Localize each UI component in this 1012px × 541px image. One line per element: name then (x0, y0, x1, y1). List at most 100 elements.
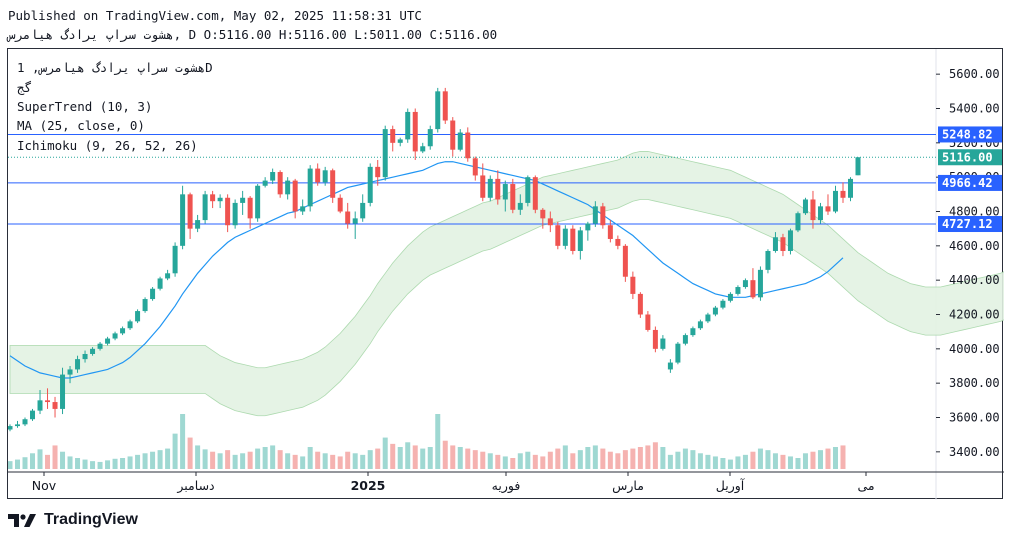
candle[interactable] (367, 166, 373, 203)
candle[interactable] (480, 175, 486, 198)
candle[interactable] (60, 374, 66, 409)
candle[interactable] (15, 424, 21, 427)
candle[interactable] (502, 184, 508, 200)
candle[interactable] (375, 166, 381, 178)
candle[interactable] (150, 288, 156, 300)
candle[interactable] (45, 400, 51, 403)
candle[interactable] (435, 91, 441, 130)
candle[interactable] (772, 237, 778, 251)
candle[interactable] (240, 197, 246, 203)
candle[interactable] (270, 172, 276, 181)
candle[interactable] (97, 343, 103, 349)
candle[interactable] (652, 329, 658, 349)
candle[interactable] (585, 223, 591, 231)
candle[interactable] (810, 199, 816, 221)
candle[interactable] (720, 300, 726, 308)
candle[interactable] (622, 245, 628, 277)
candle[interactable] (405, 111, 411, 140)
candle[interactable] (600, 206, 606, 226)
candle[interactable] (495, 178, 501, 200)
candle[interactable] (360, 202, 366, 219)
candle[interactable] (37, 400, 43, 411)
candle[interactable] (52, 402, 58, 409)
candle[interactable] (510, 184, 516, 210)
candle[interactable] (8, 426, 13, 430)
candle[interactable] (690, 328, 696, 336)
candle[interactable] (765, 250, 771, 270)
candle[interactable] (30, 410, 36, 420)
candle[interactable] (172, 245, 178, 274)
candle[interactable] (322, 170, 328, 183)
candle[interactable] (22, 419, 28, 425)
candle[interactable] (660, 338, 666, 349)
candle[interactable] (555, 225, 561, 246)
candle[interactable] (517, 202, 523, 210)
candle[interactable] (607, 225, 613, 239)
candle[interactable] (142, 299, 148, 312)
candle[interactable] (202, 194, 208, 221)
candle[interactable] (472, 158, 478, 176)
candle[interactable] (697, 321, 703, 329)
candle[interactable] (487, 178, 493, 198)
candle[interactable] (577, 230, 583, 251)
candle[interactable] (540, 209, 546, 219)
candle[interactable] (195, 220, 201, 229)
candle[interactable] (75, 359, 81, 370)
candle[interactable] (412, 111, 418, 152)
candle[interactable] (682, 335, 688, 344)
candle[interactable] (165, 273, 171, 279)
candle[interactable] (247, 197, 253, 219)
candle[interactable] (225, 197, 231, 226)
candle[interactable] (180, 194, 186, 246)
candle[interactable] (547, 218, 553, 226)
candle[interactable] (750, 280, 756, 298)
candle[interactable] (705, 314, 711, 322)
candle[interactable] (795, 213, 801, 231)
candle[interactable] (390, 129, 396, 143)
candle[interactable] (157, 278, 163, 289)
candle[interactable] (855, 157, 861, 176)
candle[interactable] (285, 180, 291, 195)
candle[interactable] (780, 237, 786, 251)
tradingview-logo[interactable]: TradingView (8, 511, 138, 529)
candle[interactable] (735, 287, 741, 294)
candle[interactable] (727, 293, 733, 301)
candle[interactable] (135, 311, 141, 322)
candle[interactable] (825, 206, 831, 212)
price-chart[interactable]: 5600.005400.005200.005000.004800.004600.… (8, 49, 1004, 500)
candle[interactable] (525, 177, 531, 203)
candle[interactable] (757, 269, 763, 298)
candle[interactable] (300, 206, 306, 212)
chart-frame[interactable]: 5600.005400.005200.005000.004800.004600.… (7, 48, 1004, 500)
candle[interactable] (712, 307, 718, 315)
candle[interactable] (397, 139, 403, 143)
candle[interactable] (442, 91, 448, 121)
candle[interactable] (292, 180, 298, 212)
candle[interactable] (187, 194, 193, 229)
candle[interactable] (532, 177, 538, 210)
candle[interactable] (570, 228, 576, 251)
legend-ma[interactable]: MA (25, close, 0) (17, 118, 145, 133)
candle[interactable] (847, 178, 853, 198)
candle[interactable] (840, 190, 846, 198)
candle[interactable] (667, 362, 673, 370)
candle[interactable] (592, 206, 598, 224)
candle[interactable] (675, 343, 681, 363)
candle[interactable] (217, 197, 223, 202)
candle[interactable] (637, 293, 643, 315)
candle[interactable] (742, 280, 748, 288)
candle[interactable] (832, 190, 838, 212)
legend-supertrend[interactable]: SuperTrend (10, 3) (17, 99, 153, 114)
candle[interactable] (112, 333, 118, 339)
candle[interactable] (307, 168, 313, 207)
candle[interactable] (787, 230, 793, 251)
candle[interactable] (615, 238, 621, 246)
candle[interactable] (262, 180, 268, 186)
candle[interactable] (232, 202, 238, 226)
candle[interactable] (645, 314, 651, 330)
candle[interactable] (352, 218, 358, 224)
candle[interactable] (315, 168, 321, 183)
candle[interactable] (345, 211, 351, 224)
candle[interactable] (67, 369, 73, 375)
candle[interactable] (255, 185, 261, 219)
